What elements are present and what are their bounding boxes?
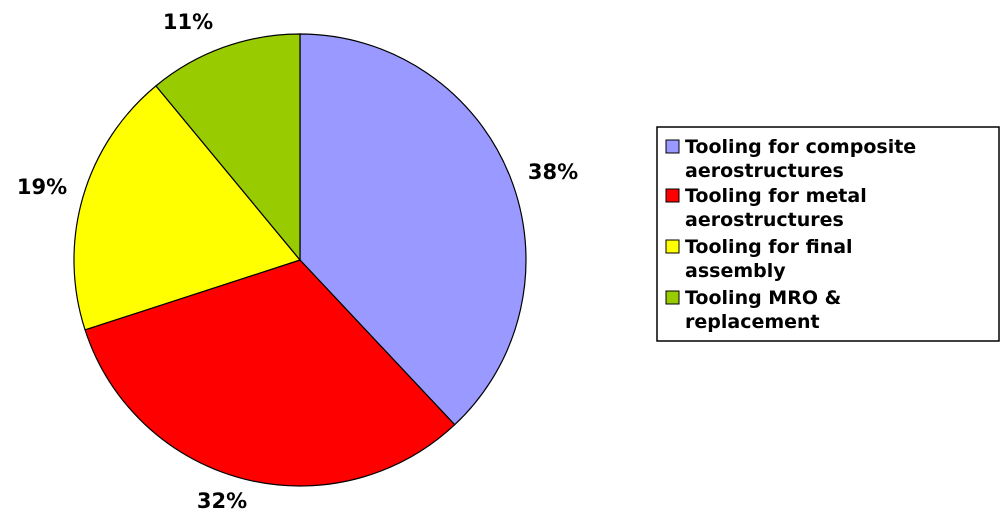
pie-slices — [73, 33, 527, 487]
legend-label-4-line-1: Tooling MRO & — [685, 287, 841, 309]
pie-data-labels: 38% 32% 19% 11% — [17, 10, 578, 513]
legend-label-1-line-1: Tooling for composite — [685, 136, 916, 158]
pie-slice-4 — [155, 33, 301, 262]
legend-swatch-3 — [665, 239, 680, 254]
data-label-2: 32% — [197, 489, 247, 513]
legend-swatch-1 — [665, 139, 680, 154]
legend-swatch-4 — [665, 290, 680, 305]
legend-label-2-line-2: aerostructures — [685, 209, 844, 231]
legend-label-3-line-1: Tooling for final — [685, 236, 853, 258]
pie-slice-1 — [299, 33, 527, 426]
legend-box — [656, 126, 1000, 342]
pie-slice-3 — [73, 85, 302, 331]
legend-swatch-2 — [665, 188, 680, 203]
legend: Tooling for compositeaerostructuresTooli… — [656, 126, 1000, 342]
pie-slice-2 — [84, 259, 456, 487]
legend-label-4-line-2: replacement — [685, 311, 820, 333]
data-label-1: 38% — [528, 160, 578, 184]
data-label-3: 19% — [17, 175, 67, 199]
legend-label-1-line-2: aerostructures — [685, 160, 844, 182]
data-label-4: 11% — [163, 10, 213, 34]
legend-label-2-line-1: Tooling for metal — [685, 185, 867, 207]
legend-label-3-line-2: assembly — [685, 260, 786, 282]
